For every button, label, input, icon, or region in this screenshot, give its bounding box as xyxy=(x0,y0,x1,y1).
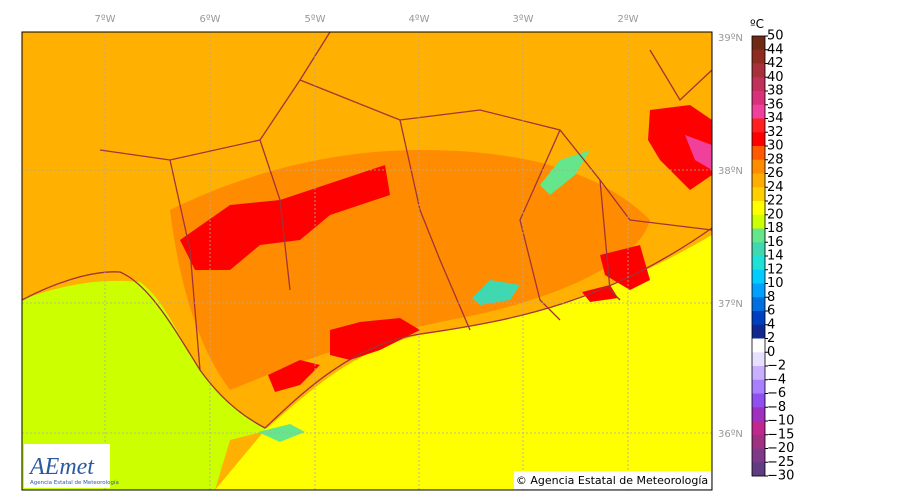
hot-area xyxy=(268,360,320,392)
colorbar-swatch xyxy=(752,159,765,174)
colorbar-swatch xyxy=(752,256,765,271)
lat-label: 39ºN xyxy=(718,33,743,44)
colorbar-label: −30 xyxy=(767,469,794,484)
colorbar-swatch xyxy=(752,338,765,353)
colorbar-swatch xyxy=(752,77,765,92)
colorbar-label: −2 xyxy=(767,359,786,374)
colorbar-label: 6 xyxy=(767,304,775,319)
colorbar-unit: ºC xyxy=(750,17,764,31)
colorbar-label: 32 xyxy=(767,125,784,140)
copyright-box xyxy=(514,471,711,489)
colorbar-swatch xyxy=(752,352,765,367)
colorbar-label: −6 xyxy=(767,386,786,401)
colorbar-swatch xyxy=(752,379,765,394)
colorbar-label: 44 xyxy=(767,42,784,57)
colorbar-label: 8 xyxy=(767,290,775,305)
colorbar-swatch xyxy=(752,201,765,216)
map xyxy=(22,32,712,490)
colorbar-label: 26 xyxy=(767,166,784,181)
colorbar: 5044424038363432302826242220181614121086… xyxy=(751,29,794,484)
colorbar-label: 2 xyxy=(767,331,775,346)
colorbar-label: 22 xyxy=(767,194,784,209)
colorbar-label: 12 xyxy=(767,262,784,277)
colorbar-label: −25 xyxy=(767,455,794,470)
colorbar-swatch xyxy=(752,146,765,161)
colorbar-label: 50 xyxy=(767,29,784,44)
hot-area xyxy=(648,105,712,190)
colorbar-swatch xyxy=(752,242,765,257)
lon-label: 4ºW xyxy=(409,14,430,25)
colorbar-label: 20 xyxy=(767,207,784,222)
colorbar-label: 42 xyxy=(767,56,784,71)
colorbar-swatch xyxy=(752,324,765,339)
colorbar-swatch xyxy=(752,421,765,436)
colorbar-swatch xyxy=(752,36,765,51)
colorbar-swatch xyxy=(752,91,765,106)
colorbar-swatch xyxy=(752,63,765,78)
atlantic xyxy=(22,280,270,490)
colorbar-label: 40 xyxy=(767,70,784,85)
colorbar-label: −8 xyxy=(767,400,786,415)
hot-area xyxy=(180,165,390,270)
colorbar-label: −10 xyxy=(767,414,794,429)
colorbar-swatch xyxy=(752,311,765,326)
lon-label: 7ºW xyxy=(95,14,116,25)
colorbar-label: −20 xyxy=(767,441,794,456)
colorbar-swatch xyxy=(752,49,765,64)
colorbar-label: 28 xyxy=(767,152,784,167)
lat-label: 38ºN xyxy=(718,166,743,177)
colorbar-swatch xyxy=(752,104,765,119)
copyright: © Agencia Estatal de Meteorología xyxy=(516,474,708,487)
lat-label: 37ºN xyxy=(718,299,743,310)
lon-label: 3ºW xyxy=(513,14,534,25)
cool-area xyxy=(258,424,305,442)
colorbar-swatch xyxy=(752,228,765,243)
map-frame xyxy=(21,31,713,491)
province-border xyxy=(99,32,712,371)
cool-area xyxy=(540,150,590,195)
very-hot-area xyxy=(685,135,712,170)
colorbar-label: −15 xyxy=(767,427,794,442)
colorbar-label: 24 xyxy=(767,180,784,195)
colorbar-label: 36 xyxy=(767,97,784,112)
lon-label: 5ºW xyxy=(305,14,326,25)
colorbar-label: 4 xyxy=(767,317,775,332)
colorbar-swatch xyxy=(752,448,765,463)
colorbar-swatch xyxy=(752,118,765,133)
colorbar-label: 16 xyxy=(767,235,784,250)
coastline xyxy=(22,227,712,429)
logo-title: AEmet xyxy=(28,454,95,480)
colorbar-swatch xyxy=(752,283,765,298)
hot-area xyxy=(600,245,650,290)
colorbar-swatch xyxy=(752,393,765,408)
colorbar-label: 38 xyxy=(767,84,784,99)
colorbar-swatch xyxy=(752,297,765,312)
colorbar-label: 0 xyxy=(767,345,775,360)
colorbar-swatch xyxy=(752,434,765,449)
colorbar-swatch xyxy=(752,269,765,284)
colorbar-label: 14 xyxy=(767,249,784,264)
colorbar-swatch xyxy=(752,462,765,477)
colorbar-swatch xyxy=(752,173,765,188)
hot-area xyxy=(582,285,618,302)
lon-label: 2ºW xyxy=(618,14,639,25)
colorbar-swatch xyxy=(752,407,765,422)
logo-subtitle: Agencia Estatal de Meteorología xyxy=(30,479,119,486)
colorbar-swatch xyxy=(752,366,765,381)
colorbar-label: 30 xyxy=(767,139,784,154)
lat-label: 36ºN xyxy=(718,429,743,440)
lon-label: 6ºW xyxy=(200,14,221,25)
colorbar-swatch xyxy=(752,214,765,229)
colorbar-label: 10 xyxy=(767,276,784,291)
logo-box xyxy=(24,444,110,488)
colorbar-label: 34 xyxy=(767,111,784,126)
colorbar-label: −4 xyxy=(767,372,786,387)
colorbar-swatch xyxy=(752,187,765,202)
hot-area xyxy=(330,318,420,360)
colorbar-label: 18 xyxy=(767,221,784,236)
cool-area xyxy=(472,280,520,305)
colorbar-swatch xyxy=(752,132,765,147)
